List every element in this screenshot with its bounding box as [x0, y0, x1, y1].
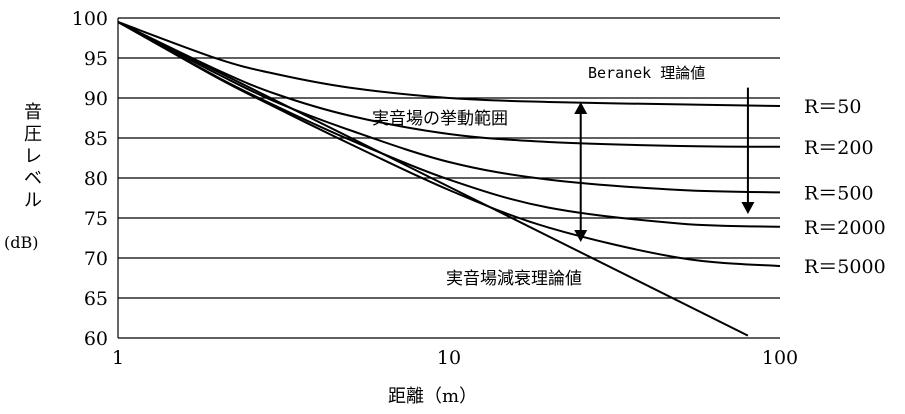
y-tick-label: 100: [72, 8, 108, 30]
grid-lines: [117, 17, 780, 339]
range-label: 実音場の挙動範囲: [372, 109, 508, 129]
x-tick-label: 100: [762, 347, 798, 369]
series-line: [117, 21, 781, 148]
series-label: R＝500: [804, 182, 874, 204]
series-line: [117, 21, 781, 194]
y-tick-label: 75: [84, 208, 108, 230]
y-label-char: 圧: [24, 124, 42, 145]
beranek-label: Beranek 理論値: [588, 64, 705, 82]
y-axis-unit: (dB): [4, 233, 38, 252]
y-tick-label: 85: [84, 128, 108, 150]
decay-label: 実音場減衰理論値: [446, 269, 582, 289]
series-label: R＝5000: [804, 256, 886, 278]
y-label-char: ベ: [24, 168, 42, 189]
annotation-arrows: [574, 87, 755, 242]
y-axis-ticks: 60 65 70 75 80 85 90 95 100: [72, 8, 108, 350]
y-tick-label: 80: [84, 168, 108, 190]
y-label-char: ル: [24, 190, 42, 211]
x-axis-label: 距離（m）: [388, 386, 477, 407]
y-tick-label: 70: [84, 248, 108, 270]
y-tick-label: 60: [84, 328, 108, 350]
series-line: [117, 21, 781, 107]
series-label: R＝200: [804, 137, 874, 159]
y-label-char: レ: [24, 146, 42, 167]
y-tick-label: 95: [84, 48, 108, 70]
series-label: R＝50: [804, 96, 861, 118]
series-line: [117, 21, 749, 337]
series-lines: [117, 21, 781, 337]
arrow-head: [574, 102, 588, 114]
y-label-char: 音: [24, 102, 42, 123]
y-tick-label: 65: [84, 288, 108, 310]
x-axis-ticks: 1 10 100: [112, 347, 798, 369]
y-tick-label: 90: [84, 88, 108, 110]
series-labels: R＝50 R＝200 R＝500 R＝2000 R＝5000: [804, 96, 886, 278]
series-label: R＝2000: [804, 217, 886, 239]
arrow-head: [741, 202, 755, 214]
arrow-head: [574, 230, 588, 242]
series-line: [117, 21, 781, 267]
x-tick-label: 10: [437, 347, 461, 369]
x-tick-label: 1: [112, 347, 124, 369]
